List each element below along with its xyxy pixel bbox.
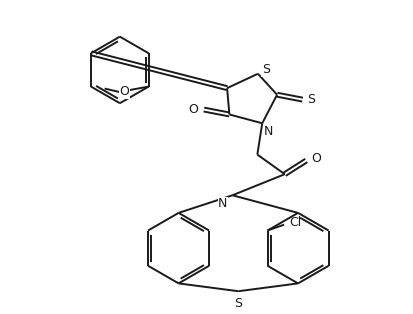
Text: O: O	[188, 103, 197, 116]
Text: O: O	[311, 152, 320, 165]
Text: N: N	[218, 197, 227, 210]
Text: S: S	[307, 93, 315, 106]
Text: O: O	[119, 85, 129, 98]
Text: S: S	[261, 63, 269, 76]
Text: Cl: Cl	[288, 216, 301, 229]
Text: N: N	[263, 125, 273, 138]
Text: S: S	[234, 297, 242, 310]
